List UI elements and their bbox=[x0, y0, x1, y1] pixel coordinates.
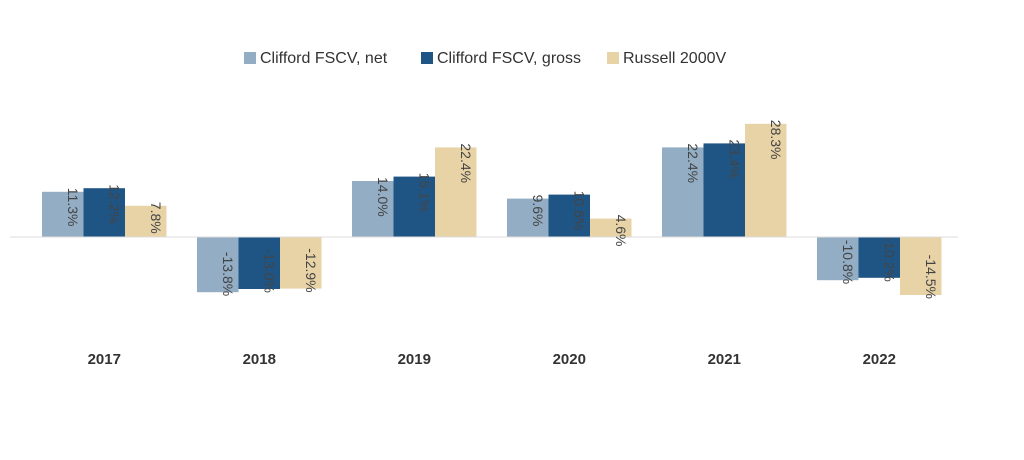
category-label: 2020 bbox=[553, 351, 586, 368]
data-label: 9.6% bbox=[530, 195, 546, 227]
bar bbox=[590, 218, 632, 237]
data-label: 7.8% bbox=[148, 202, 164, 234]
data-label: 22.4% bbox=[685, 143, 701, 183]
category-label: 2022 bbox=[863, 351, 896, 368]
data-label: -13.8% bbox=[220, 252, 236, 296]
data-label: 14.0% bbox=[375, 177, 391, 217]
bar bbox=[817, 237, 859, 281]
category-label: 2021 bbox=[708, 351, 741, 368]
data-label: 15.1% bbox=[416, 173, 432, 213]
category-label: 2017 bbox=[88, 351, 121, 368]
bar bbox=[548, 194, 590, 237]
bar bbox=[435, 147, 477, 237]
data-label: -14.5% bbox=[923, 255, 939, 299]
data-label: 28.3% bbox=[768, 120, 784, 160]
bar bbox=[352, 181, 394, 237]
bar bbox=[83, 188, 125, 237]
legend-item: Russell 2000V bbox=[607, 50, 727, 67]
legend-label: Clifford FSCV, net bbox=[260, 50, 388, 67]
bars-layer bbox=[42, 123, 942, 295]
bar bbox=[900, 237, 942, 295]
data-label: 12.2% bbox=[106, 184, 122, 224]
data-label: -10.8% bbox=[840, 240, 856, 284]
bar bbox=[703, 143, 745, 237]
bar bbox=[238, 237, 280, 289]
bar bbox=[197, 237, 239, 293]
bar bbox=[858, 237, 900, 278]
legend-item: Clifford FSCV, gross bbox=[421, 50, 581, 67]
legend-label: Russell 2000V bbox=[623, 50, 727, 67]
data-label: 10.6% bbox=[571, 191, 587, 231]
legend-swatch bbox=[244, 52, 256, 64]
data-label: -12.9% bbox=[303, 248, 319, 292]
data-label: -13.0% bbox=[261, 249, 277, 293]
data-label: 11.3% bbox=[65, 188, 81, 227]
data-label: -10.2% bbox=[881, 237, 897, 281]
bar bbox=[125, 205, 167, 237]
bar bbox=[393, 176, 435, 237]
bar bbox=[745, 123, 787, 237]
bar bbox=[662, 147, 704, 237]
bar bbox=[42, 191, 84, 237]
bar bbox=[507, 198, 549, 237]
legend-label: Clifford FSCV, gross bbox=[437, 50, 581, 67]
bar bbox=[280, 237, 322, 289]
legend-swatch bbox=[607, 52, 619, 64]
category-label: 2019 bbox=[398, 351, 431, 368]
legend-item: Clifford FSCV, net bbox=[244, 50, 388, 67]
data-label: 22.4% bbox=[458, 143, 474, 183]
category-labels-layer: 2017 2018 2019 2020 2021 2022 bbox=[88, 351, 896, 368]
category-label: 2018 bbox=[243, 351, 276, 368]
data-label: 4.6% bbox=[613, 215, 629, 247]
legend: Clifford FSCV, net Clifford FSCV, gross Ru… bbox=[244, 50, 727, 67]
data-labels-layer: 11.3% 12.2% 7.8% -13.8% -13.0% -12.9% 14.0% 15.… bbox=[65, 120, 939, 299]
legend-swatch bbox=[421, 52, 433, 64]
data-label: 23.4% bbox=[726, 139, 742, 179]
